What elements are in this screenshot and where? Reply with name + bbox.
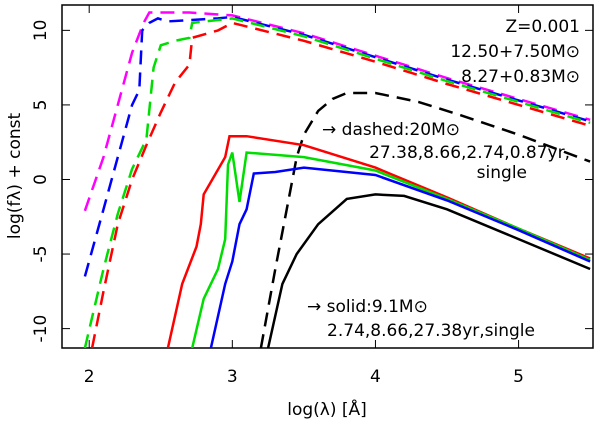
annotation: 27.38,8.66,2.74,0.87yr, xyxy=(369,143,570,163)
annotation: 12.50+7.50M⊙ xyxy=(450,42,580,62)
plot-frame xyxy=(61,4,594,349)
x-tick-label: 5 xyxy=(513,367,524,387)
y-axis-label: log(fλ) + const xyxy=(5,113,25,240)
annotation: Z=0.001 xyxy=(505,17,580,37)
annotation: → solid:9.1M⊙ xyxy=(307,297,428,317)
plot-area xyxy=(83,11,591,348)
y-tick-label: 0 xyxy=(31,174,51,185)
dashed-line xyxy=(90,21,591,348)
y-tick-label: 5 xyxy=(31,100,51,111)
y-tick-label: -10 xyxy=(31,315,51,343)
annotation: → dashed:20M⊙ xyxy=(322,120,460,140)
dashed-line xyxy=(259,91,591,348)
annotation: 2.74,8.66,27.38yr,single xyxy=(327,321,535,341)
y-tick-label: 10 xyxy=(31,20,51,42)
solid-line xyxy=(266,193,591,348)
x-tick-label: 2 xyxy=(84,367,95,387)
annotation: 8.27+0.83M⊙ xyxy=(461,67,580,87)
dashed-line xyxy=(83,15,591,277)
dashed-line xyxy=(83,17,591,348)
y-tick-label: -5 xyxy=(31,246,51,263)
x-tick-label: 3 xyxy=(227,367,238,387)
x-tick-label: 4 xyxy=(370,367,381,387)
dashed-line xyxy=(83,11,591,212)
solid-line xyxy=(209,166,591,348)
annotation: single xyxy=(477,163,527,183)
solid-line xyxy=(190,151,591,348)
x-axis-label: log(λ) [Å] xyxy=(287,398,367,420)
solid-line xyxy=(166,134,591,348)
